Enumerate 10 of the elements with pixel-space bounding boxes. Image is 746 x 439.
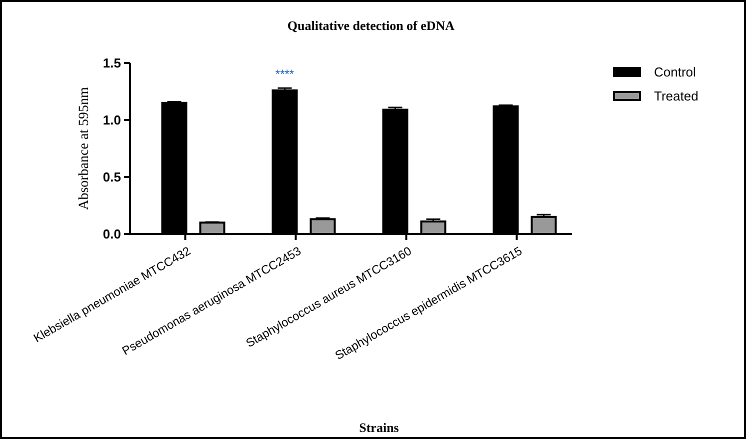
y-tick-label: 1.5 bbox=[102, 56, 121, 71]
y-axis-title: Absorbance at 595nm bbox=[77, 86, 92, 210]
y-tick-label: 0.0 bbox=[102, 226, 121, 242]
annotation: **** bbox=[275, 67, 294, 82]
y-tick-label: 0.5 bbox=[102, 170, 121, 185]
y-tick-label: 1.0 bbox=[102, 112, 121, 128]
chart-title: Qualitative detection of eDNA bbox=[287, 18, 456, 33]
legend-label: Control bbox=[654, 64, 696, 80]
legend-label: Treated bbox=[654, 88, 698, 104]
x-axis-title: Strains bbox=[359, 420, 399, 435]
